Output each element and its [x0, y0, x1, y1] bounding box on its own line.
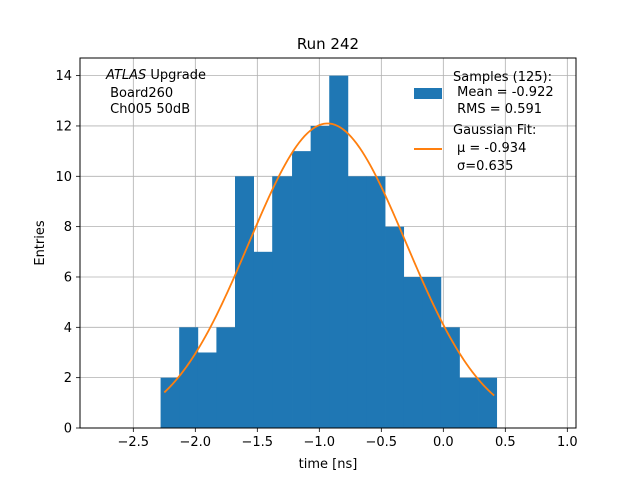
x-tick-label: 0.5	[495, 435, 516, 450]
annotation-line-3: Ch005 50dB	[106, 102, 190, 117]
x-axis-label: time [ns]	[299, 457, 358, 472]
atlas-label: ATLAS	[105, 68, 146, 83]
histogram-bars	[160, 75, 498, 429]
histogram-bar	[385, 226, 405, 428]
legend-fit-sigma: σ=0.635	[457, 159, 513, 174]
legend-samples-line-1: Samples (125):	[453, 70, 552, 85]
histogram-bar	[329, 75, 349, 428]
histogram-bar	[478, 377, 498, 428]
histogram-bar	[216, 327, 236, 428]
histogram-bar	[179, 327, 199, 428]
histogram-bar	[347, 176, 367, 428]
y-tick-label: 0	[64, 422, 72, 437]
y-tick-label: 8	[64, 220, 72, 235]
histogram-bar	[197, 352, 217, 428]
histogram-bar	[160, 377, 180, 428]
atlas-suffix: Upgrade	[146, 68, 206, 83]
y-tick-label: 12	[55, 119, 72, 134]
x-tick-label: 0.0	[433, 435, 454, 450]
y-axis-label: Entries	[33, 220, 48, 266]
annotation-line-2: Board260	[106, 86, 173, 101]
x-axis-ticks: −2.5 −2.0 −1.5 −1.0 −0.5 0.0 0.5 1.0	[118, 428, 578, 450]
legend: Samples (125): Mean = -0.922 RMS = 0.591…	[414, 70, 554, 174]
x-tick-label: 1.0	[557, 435, 578, 450]
annotation: ATLAS Upgrade Board260 Ch005 50dB	[105, 68, 206, 117]
annotation-line-1: ATLAS Upgrade	[105, 68, 206, 83]
histogram-bar	[292, 151, 312, 428]
histogram-bar	[403, 276, 423, 428]
x-tick-label: −0.5	[366, 435, 398, 450]
histogram-bar	[310, 125, 330, 429]
x-tick-label: −2.5	[118, 435, 150, 450]
histogram-bar	[440, 327, 460, 428]
histogram-bar	[253, 251, 273, 428]
y-axis-ticks: 0 2 4 6 8 10 12 14	[55, 69, 80, 437]
histogram-bar	[272, 176, 293, 428]
y-tick-label: 4	[64, 321, 72, 336]
chart-title: Run 242	[297, 35, 359, 53]
legend-fit-mu: μ = -0.934	[457, 141, 526, 156]
y-tick-label: 2	[64, 371, 72, 386]
y-tick-label: 10	[55, 170, 72, 185]
histogram-bar	[366, 176, 386, 428]
fit-curve	[163, 122, 495, 397]
histogram-bar	[459, 377, 479, 428]
histogram-bar	[235, 176, 254, 428]
y-tick-label: 14	[55, 69, 72, 84]
x-tick-label: −1.0	[304, 435, 336, 450]
histogram-bar	[422, 276, 442, 428]
legend-samples-line-2: Mean = -0.922	[453, 85, 554, 100]
y-tick-label: 6	[64, 270, 72, 285]
legend-samples-line-3: RMS = 0.591	[453, 102, 542, 117]
x-tick-label: −1.5	[242, 435, 274, 450]
legend-fit-line-1: Gaussian Fit:	[453, 123, 536, 138]
gaussian-fit	[163, 122, 495, 397]
x-tick-label: −2.0	[180, 435, 212, 450]
plot-frame	[79, 57, 577, 429]
legend-samples-swatch	[414, 88, 442, 99]
